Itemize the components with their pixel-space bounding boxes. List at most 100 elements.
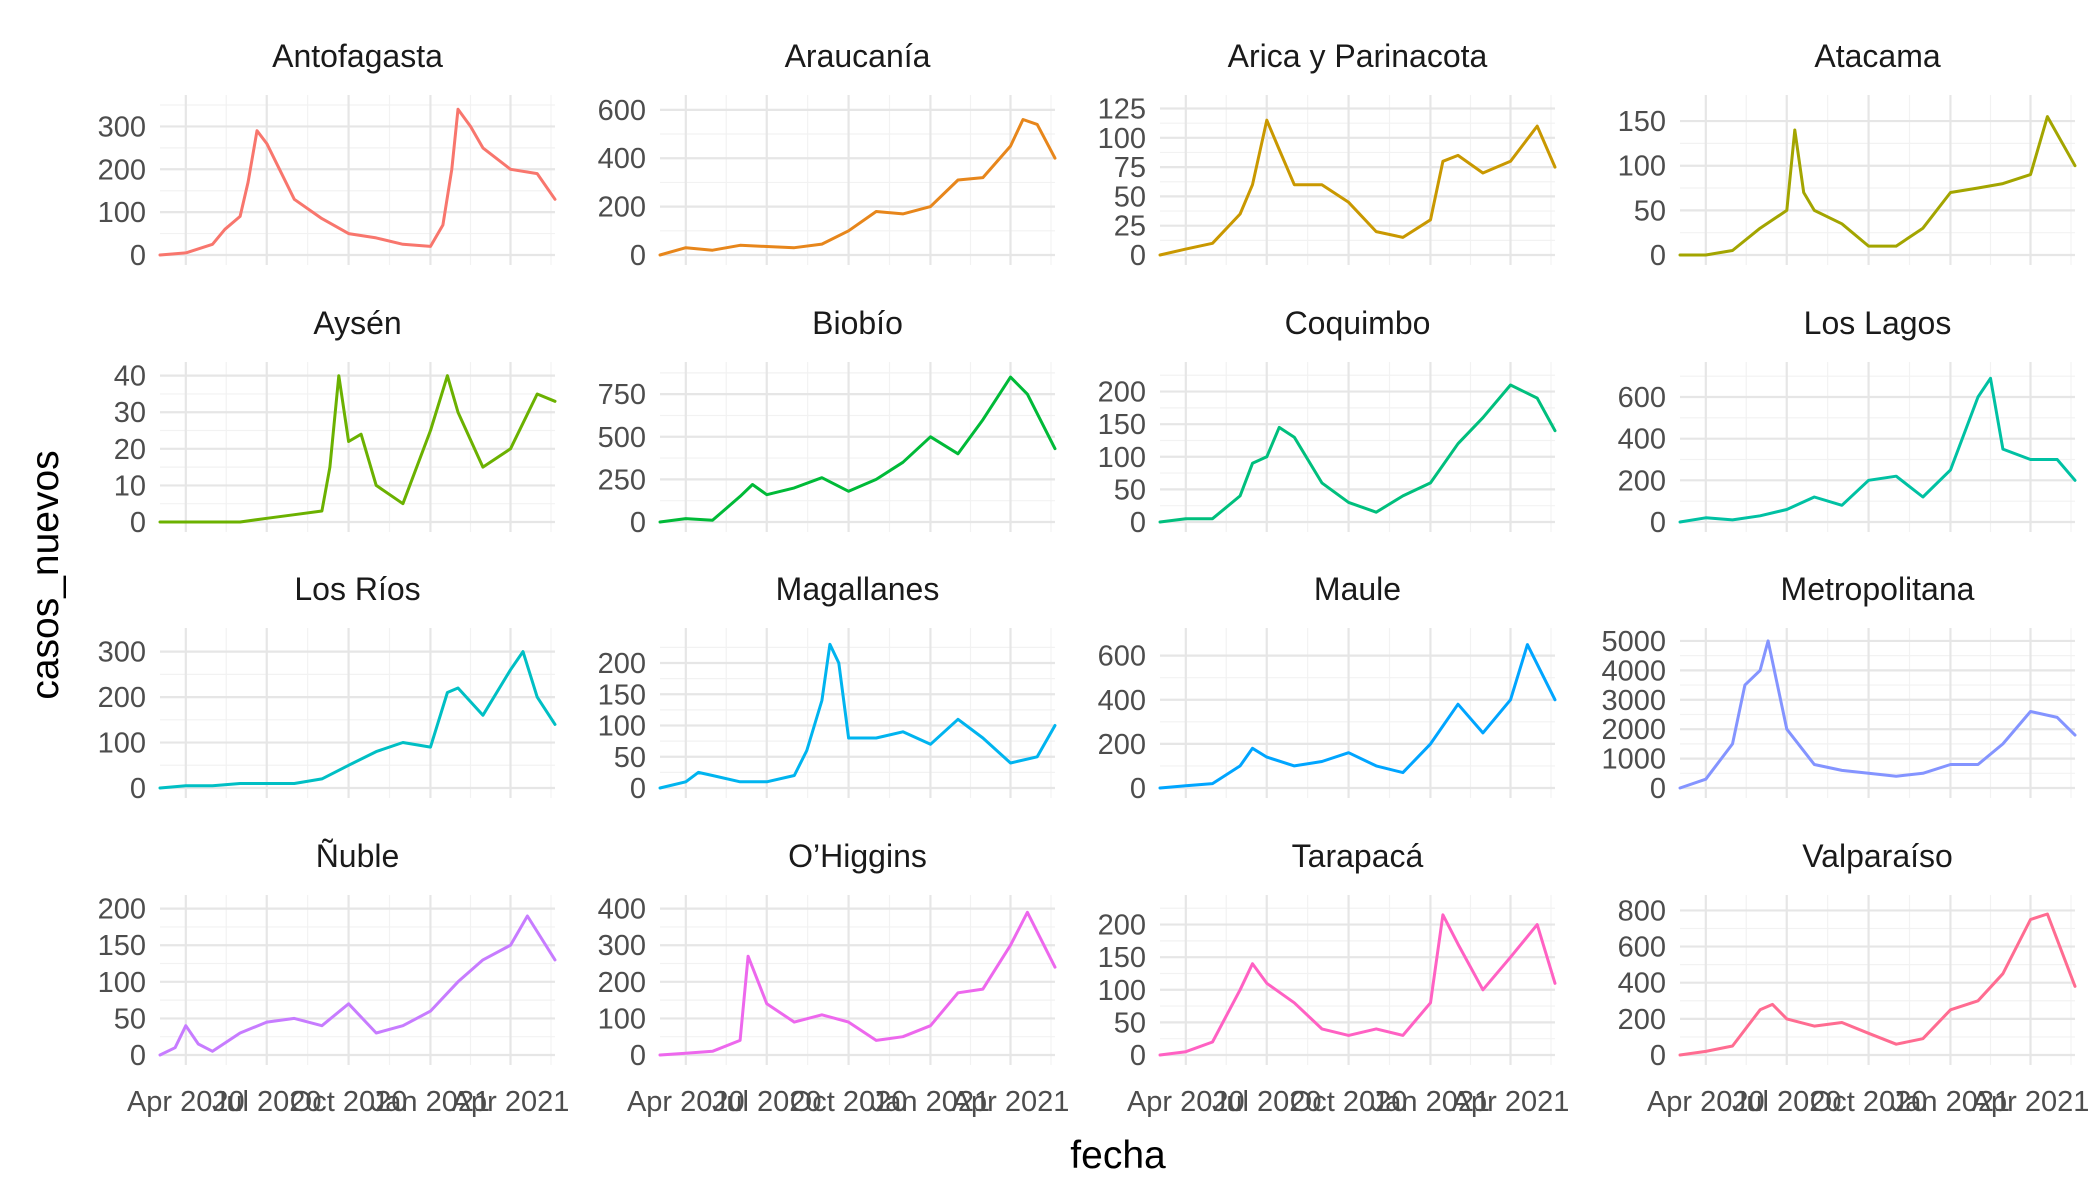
y-tick-label: 600 (1618, 932, 1666, 964)
y-tick-label: 300 (98, 637, 146, 669)
panel-title: Antofagasta (272, 38, 443, 74)
y-tick-label: 1000 (1601, 744, 1666, 776)
x-tick-label: Oct 2020 (1810, 1086, 1928, 1118)
y-tick-label: 100 (98, 967, 146, 999)
series-line-nuble (158, 914, 557, 1057)
x-tick-label: Apr 2021 (952, 1086, 1070, 1118)
panel-los-rios: 0 100 200 300 Los Ríos (98, 571, 557, 805)
y-tick-label: 0 (130, 507, 146, 539)
y-tick-label: 40 (114, 361, 146, 393)
y-tick-label: 200 (1098, 377, 1146, 409)
y-tick-label: 50 (114, 1003, 146, 1035)
y-tick-label: 50 (1114, 1007, 1146, 1039)
y-tick-label: 0 (130, 240, 146, 272)
series-line-aysen (158, 374, 557, 524)
y-tick-label: 150 (1098, 409, 1146, 441)
series-line-coquimbo (1158, 383, 1557, 524)
series-line-biobio (658, 375, 1057, 524)
y-tick-label: 2000 (1601, 714, 1666, 746)
y-tick-label: 20 (114, 434, 146, 466)
y-tick-label: 600 (1618, 382, 1666, 414)
y-tick-label: 10 (114, 470, 146, 502)
y-tick-label: 600 (1098, 641, 1146, 673)
y-tick-label: 0 (630, 240, 646, 272)
y-tick-label: 50 (1114, 474, 1146, 506)
panel-title: Tarapacá (1292, 838, 1424, 874)
series-line-valparaiso (1678, 912, 2077, 1057)
panel-title: Araucanía (785, 38, 931, 74)
y-tick-label: 4000 (1601, 655, 1666, 687)
y-tick-label: 3000 (1601, 685, 1666, 717)
x-tick-label: Jul 2020 (212, 1086, 322, 1118)
y-tick-label: 150 (1618, 106, 1666, 138)
panel-title: O’Higgins (788, 838, 927, 874)
panel-title: Ñuble (316, 838, 400, 874)
series-line-arica-y-parinacota (1158, 118, 1557, 257)
panel-atacama: 0 50 100 150 Atacama (1618, 38, 2077, 272)
y-tick-label: 100 (598, 711, 646, 743)
y-tick-label: 0 (1650, 507, 1666, 539)
panel-los-lagos: 0 200 400 600 Los Lagos (1618, 305, 2077, 539)
y-tick-label: 0 (1130, 507, 1146, 539)
series-line-metropolitana (1678, 639, 2077, 790)
y-tick-label: 750 (598, 379, 646, 411)
y-tick-label: 200 (98, 154, 146, 186)
y-tick-label: 250 (598, 464, 646, 496)
y-tick-label: 0 (130, 773, 146, 805)
series-line-atacama (1678, 115, 2077, 257)
y-tick-label: 0 (1650, 240, 1666, 272)
y-tick-label: 0 (1130, 1040, 1146, 1072)
y-tick-label: 100 (1098, 123, 1146, 155)
y-tick-label: 150 (1098, 942, 1146, 974)
y-tick-label: 600 (598, 95, 646, 127)
x-tick-label: Oct 2020 (1290, 1086, 1408, 1118)
y-tick-label: 200 (1098, 729, 1146, 761)
y-tick-label: 400 (1618, 424, 1666, 456)
x-tick-label: Apr 2021 (452, 1086, 570, 1118)
x-tick-label: Jan 2021 (871, 1086, 990, 1118)
y-tick-label: 150 (98, 930, 146, 962)
panel-title: Magallanes (776, 571, 940, 607)
panel-aysen: 0 10 20 30 40 Aysén (114, 305, 557, 539)
y-tick-label: 300 (98, 111, 146, 143)
y-tick-label: 50 (614, 742, 646, 774)
y-tick-label: 200 (598, 648, 646, 680)
y-tick-label: 0 (1130, 240, 1146, 272)
series-line-araucania (658, 118, 1057, 257)
series-line-o-higgins (658, 910, 1057, 1057)
y-tick-label: 100 (1098, 975, 1146, 1007)
y-tick-label: 125 (1098, 94, 1146, 126)
y-tick-label: 100 (1618, 151, 1666, 183)
y-axis-title: casos_nuevos (24, 450, 67, 699)
y-tick-label: 200 (1618, 1004, 1666, 1036)
y-tick-label: 200 (1098, 910, 1146, 942)
y-tick-label: 50 (1634, 195, 1666, 227)
y-tick-label: 400 (1098, 685, 1146, 717)
y-tick-label: 0 (1650, 773, 1666, 805)
panel-title: Valparaíso (1802, 838, 1953, 874)
x-tick-label: Apr 2020 (1647, 1086, 1765, 1118)
x-tick-label: Oct 2020 (790, 1086, 908, 1118)
panel-title: Atacama (1814, 38, 1940, 74)
x-tick-label: Apr 2020 (1127, 1086, 1245, 1118)
series-line-maule (1158, 643, 1557, 790)
y-tick-label: 500 (598, 422, 646, 454)
x-tick-label: Apr 2021 (1972, 1086, 2090, 1118)
x-tick-label: Jul 2020 (712, 1086, 822, 1118)
panel-title: Arica y Parinacota (1228, 38, 1488, 74)
y-tick-label: 75 (1114, 152, 1146, 184)
series-line-tarapaca (1158, 913, 1557, 1057)
y-tick-label: 0 (630, 1040, 646, 1072)
x-tick-label: Apr 2020 (627, 1086, 745, 1118)
y-tick-label: 200 (598, 192, 646, 224)
panel-title: Biobío (812, 305, 903, 341)
x-axis-title: fecha (1070, 1134, 1166, 1177)
y-tick-label: 0 (630, 773, 646, 805)
